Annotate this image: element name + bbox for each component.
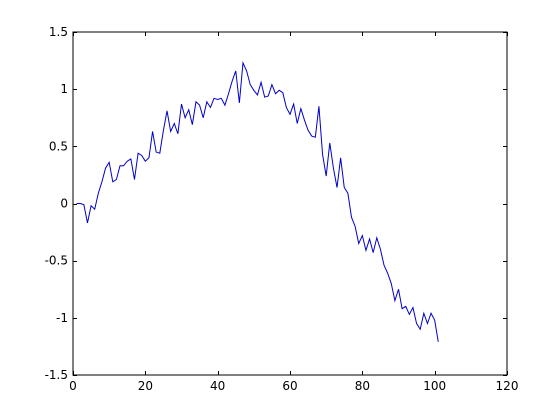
x-tick-label: 100 [423, 379, 446, 393]
series-line-1 [76, 60, 439, 342]
x-tick-label: 20 [138, 379, 153, 393]
y-tick-label: -1 [56, 311, 68, 325]
y-tick-label: -0.5 [45, 254, 68, 268]
series-group [76, 60, 439, 342]
plot-area-background [73, 32, 507, 375]
x-tick-label: 0 [69, 379, 77, 393]
y-tick-label: -1.5 [45, 368, 68, 382]
x-tick-label: 120 [496, 379, 519, 393]
y-tick-label: 0.5 [49, 139, 68, 153]
y-tick-label: 1.5 [49, 25, 68, 39]
ticks: 0 20 40 60 80 100 120 -1.5 -1 -0.5 0 0.5 1 1.5 [45, 25, 519, 393]
x-tick-label: 80 [355, 379, 370, 393]
y-tick-label: 0 [60, 197, 68, 211]
y-tick-label: 1 [60, 82, 68, 96]
x-tick-label: 60 [282, 379, 297, 393]
x-tick-label: 40 [210, 379, 225, 393]
